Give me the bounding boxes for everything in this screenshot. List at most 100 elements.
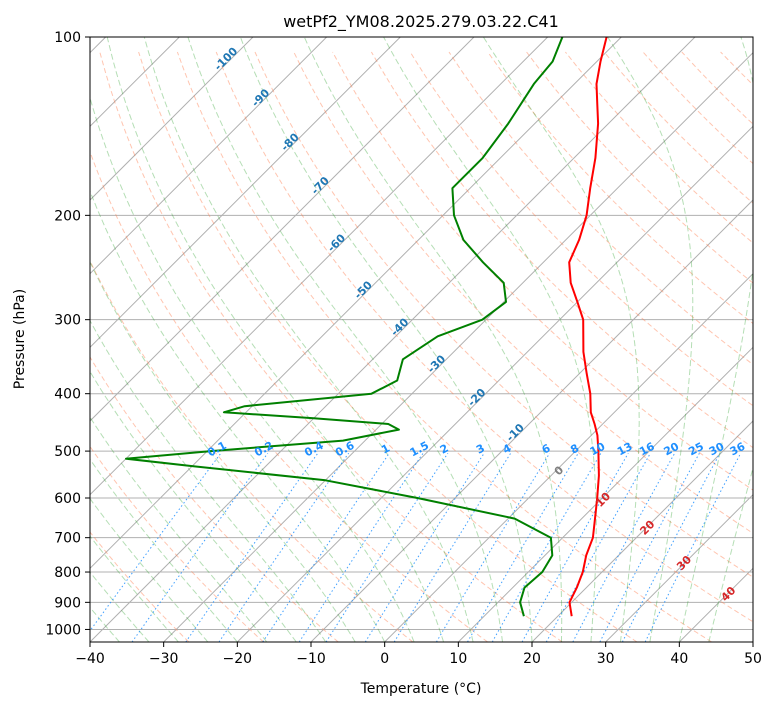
isotherm-line [457, 346, 753, 642]
mixing-ratio-line [393, 452, 512, 642]
x-tick-label: −30 [149, 651, 179, 667]
dry-adiabat-line [487, 51, 753, 325]
isotherm-line [236, 125, 753, 642]
mixing-ratio-label: 25 [686, 440, 706, 459]
dry-adiabat-line [448, 51, 753, 366]
x-tick-label: 40 [670, 651, 688, 667]
mixing-ratio-line [325, 452, 449, 642]
dry-adiabat-label: -30 [425, 352, 448, 375]
mixing-ratio-label: 1.5 [408, 439, 431, 460]
dry-adiabat-label: -70 [309, 174, 332, 197]
x-tick-label: −40 [75, 651, 105, 667]
mixing-ratio-line [131, 452, 269, 642]
moist-adiabat-line [482, 37, 640, 642]
dry-adiabat-line [90, 445, 264, 642]
dry-adiabat-line [90, 531, 190, 642]
temperature-profile-line [568, 37, 608, 617]
isotherm-line [678, 567, 753, 642]
dry-adiabat-line [254, 51, 753, 578]
dry-adiabat-line [642, 51, 753, 165]
mixing-ratio-label: 10 [588, 440, 608, 459]
isotherm-line [310, 199, 753, 642]
moist-adiabat-line [383, 37, 597, 642]
dry-adiabat-line [138, 51, 638, 642]
y-tick-label: 700 [54, 531, 81, 547]
dry-adiabat-label: -40 [388, 315, 411, 338]
y-tick-label: 400 [54, 387, 81, 403]
axis-ticks: −40 −30 −20 −10 0 10 20 30 40 5010020030040050060… [45, 30, 762, 667]
dry-adiabat-line [90, 150, 488, 642]
x-tick-label: 50 [744, 651, 762, 667]
plot-frame [89, 36, 754, 643]
dry-adiabat-line [90, 259, 414, 642]
dry-adiabat-line [409, 51, 753, 407]
isotherm-line [90, 37, 328, 275]
moist-adiabat-line [678, 37, 753, 642]
moist-adiabat-line [239, 37, 533, 642]
x-tick-label: 30 [597, 651, 615, 667]
mixing-ratio-label: 30 [707, 440, 727, 459]
mixing-ratio-label: 3 [474, 442, 487, 457]
moist-adiabat-label: 40 [718, 584, 738, 604]
mixing-ratio-line [185, 452, 319, 642]
moist-adiabat-line [90, 260, 356, 642]
dry-adiabat-line [526, 51, 753, 284]
y-tick-label: 1000 [45, 622, 81, 638]
dry-adiabat-label: -80 [279, 130, 302, 153]
moist-adiabat-line [90, 458, 238, 642]
mixing-ratio-label: 13 [615, 440, 635, 459]
y-tick-label: 200 [54, 208, 81, 224]
isotherm-line [605, 493, 753, 642]
background-lines [90, 37, 775, 642]
isotherm-line [90, 37, 475, 422]
dry-adiabat-line [759, 52, 775, 642]
profile-lines [125, 37, 608, 617]
mixing-ratio-label: 20 [662, 440, 682, 459]
mixing-ratio-line [545, 452, 651, 642]
dry-adiabat-label: -100 [212, 44, 241, 73]
x-tick-label: −20 [223, 651, 253, 667]
dry-adiabat-line [99, 51, 563, 642]
mixing-ratio-label: 1 [379, 442, 392, 457]
dry-adiabat-line [215, 51, 753, 623]
isotherm-line [163, 51, 753, 642]
x-tick-label: 0 [380, 651, 389, 667]
dry-adiabat-label: -60 [325, 231, 348, 254]
moist-adiabat-line [90, 370, 297, 642]
isotherm-line [90, 37, 254, 201]
x-tick-label: 10 [449, 651, 467, 667]
moist-adiabat-line [187, 37, 503, 642]
dry-adiabat-label: -10 [504, 421, 527, 444]
mixing-ratio-label: 6 [540, 441, 553, 456]
x-tick-label: −10 [296, 651, 326, 667]
moist-adiabat-line [607, 37, 694, 642]
y-tick-label: 600 [54, 491, 81, 507]
dry-adiabat-line [332, 51, 753, 491]
moist-adiabat-line [90, 416, 268, 642]
mixing-ratio-line [467, 452, 579, 642]
dry-adiabat-label: -90 [249, 86, 272, 109]
isotherm-line [531, 420, 753, 642]
isotherm-line [90, 37, 401, 349]
dry-adiabat-line [603, 51, 753, 204]
mixing-ratio-label: 0.2 [252, 439, 275, 460]
mixing-ratio-line [491, 452, 602, 642]
chart-title: wetPf2_YM08.2025.279.03.22.C41 [283, 12, 559, 32]
x-axis-label: Temperature (°C) [360, 681, 482, 697]
mixing-ratio-label: 8 [568, 442, 581, 457]
moist-adiabat-line [90, 535, 179, 642]
moist-adiabat-line [90, 189, 386, 642]
dry-adiabat-line [176, 51, 712, 642]
y-tick-label: 100 [54, 30, 81, 46]
mixing-ratio-line [599, 452, 700, 642]
dry-adiabat-line [293, 51, 753, 534]
moist-adiabat-line [143, 37, 474, 642]
y-tick-label: 300 [54, 313, 81, 329]
mixing-ratio-label: 36 [728, 440, 748, 459]
moist-adiabat-line [90, 96, 415, 642]
isotherm-line [384, 272, 753, 642]
y-axis-label: Pressure (hPa) [12, 289, 28, 389]
mixing-ratio-line [90, 452, 222, 632]
